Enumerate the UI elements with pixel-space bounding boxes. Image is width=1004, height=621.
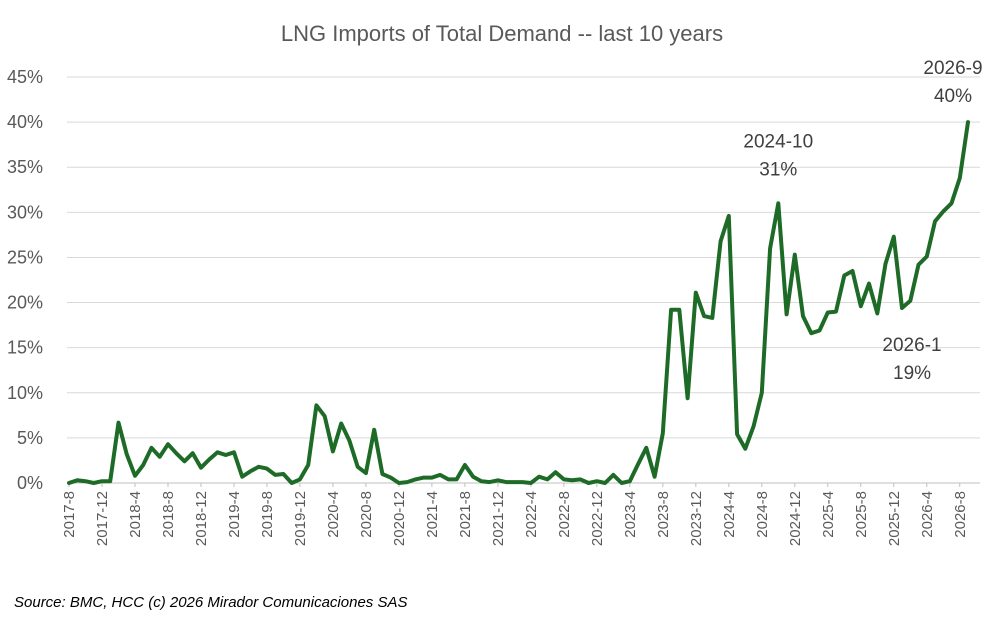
y-tick-label: 30% bbox=[7, 202, 43, 222]
annotation-date: 2024-10 bbox=[743, 131, 813, 152]
x-tick-label: 2017-12 bbox=[94, 491, 111, 546]
x-tick-label: 2022-8 bbox=[556, 491, 573, 538]
x-tick-label: 2020-8 bbox=[358, 491, 375, 538]
x-tick-label: 2024-4 bbox=[721, 491, 738, 538]
y-tick-label: 0% bbox=[17, 473, 43, 493]
x-tick-label: 2019-8 bbox=[259, 491, 276, 538]
y-tick-label: 5% bbox=[17, 428, 43, 448]
y-tick-label: 20% bbox=[7, 293, 43, 313]
x-tick-label: 2019-12 bbox=[292, 491, 309, 546]
x-tick-label: 2018-4 bbox=[127, 491, 144, 538]
x-tick-label: 2024-12 bbox=[787, 491, 804, 546]
annotation-date: 2026-9 bbox=[923, 58, 982, 79]
series-line bbox=[67, 120, 970, 485]
annotation-value: 40% bbox=[934, 86, 972, 107]
y-tick-label: 25% bbox=[7, 247, 43, 267]
x-tick-label: 2025-8 bbox=[853, 491, 870, 538]
x-axis-ticks: 2017-8 2017-12 2018-4 2018-8 2018-12 2019-4 20… bbox=[61, 483, 969, 546]
x-tick-label: 2025-12 bbox=[886, 491, 903, 546]
x-tick-label: 2021-12 bbox=[490, 491, 507, 546]
annotation-value: 31% bbox=[759, 159, 797, 180]
x-tick-label: 2021-4 bbox=[424, 491, 441, 538]
y-tick-label: 40% bbox=[7, 112, 43, 132]
y-tick-label: 35% bbox=[7, 157, 43, 177]
x-tick-label: 2026-8 bbox=[952, 491, 969, 538]
x-tick-label: 2022-12 bbox=[589, 491, 606, 546]
x-tick-label: 2026-4 bbox=[919, 491, 936, 538]
annotations: 2024-10 31% 2026-1 19% 2026-9 40% bbox=[743, 58, 982, 384]
annotation-value: 19% bbox=[893, 363, 931, 384]
gridlines bbox=[67, 76, 980, 484]
x-tick-label: 2024-8 bbox=[754, 491, 771, 538]
x-tick-label: 2020-12 bbox=[391, 491, 408, 546]
x-tick-label: 2018-12 bbox=[193, 491, 210, 546]
x-tick-label: 2025-4 bbox=[820, 491, 837, 538]
y-tick-label: 45% bbox=[7, 67, 43, 87]
x-tick-label: 2020-4 bbox=[325, 491, 342, 538]
x-tick-label: 2023-8 bbox=[655, 491, 672, 538]
x-tick-label: 2021-8 bbox=[457, 491, 474, 538]
x-tick-label: 2018-8 bbox=[160, 491, 177, 538]
x-tick-label: 2019-4 bbox=[226, 491, 243, 538]
annotation-date: 2026-1 bbox=[882, 335, 941, 356]
y-axis-ticks: 0% 5% 10% 15% 20% 25% 30% 35% 40% 45% bbox=[7, 67, 43, 493]
y-tick-label: 10% bbox=[7, 383, 43, 403]
chart-title: LNG Imports of Total Demand -- last 10 y… bbox=[281, 21, 723, 46]
series-line-group bbox=[67, 120, 970, 485]
x-tick-label: 2017-8 bbox=[61, 491, 78, 538]
x-tick-label: 2022-4 bbox=[523, 491, 540, 538]
y-tick-label: 15% bbox=[7, 338, 43, 358]
x-tick-label: 2023-4 bbox=[622, 491, 639, 538]
x-tick-label: 2023-12 bbox=[688, 491, 705, 546]
source-note: Source: BMC, HCC (c) 2026 Mirador Comuni… bbox=[14, 594, 408, 611]
